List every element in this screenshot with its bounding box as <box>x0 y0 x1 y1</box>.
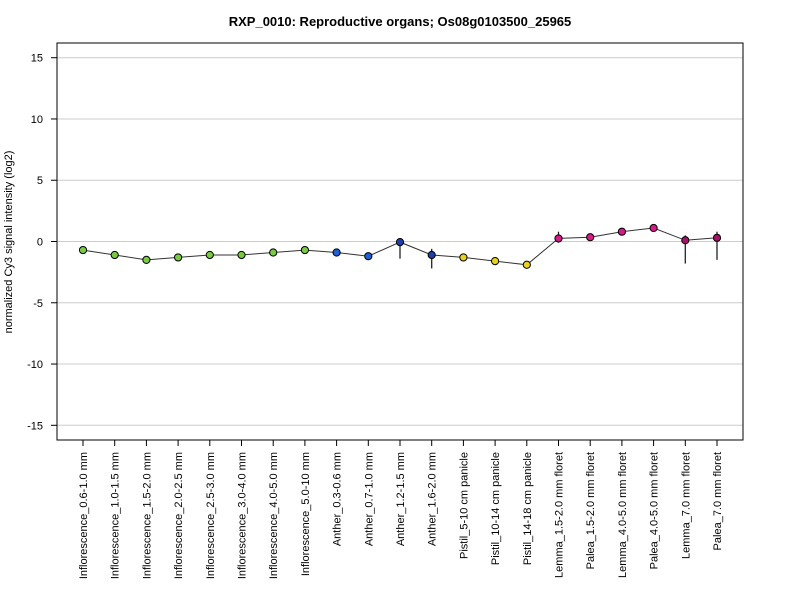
x-tick-label: Lemma_1.5-2.0 mm floret <box>554 452 566 578</box>
y-tick-label: 0 <box>37 237 43 249</box>
data-point <box>205 250 214 260</box>
y-tick-label: -5 <box>33 298 43 310</box>
x-tick-label: Inflorescence_3.0-4.0 mm <box>237 452 249 579</box>
x-tick-label: Inflorescence_5.0-10 mm <box>300 452 312 576</box>
y-tick-label: 10 <box>31 114 43 126</box>
data-point <box>332 248 341 257</box>
x-tick-label: Palea_7.0 mm floret <box>712 452 724 550</box>
data-point <box>554 234 563 243</box>
data-point <box>649 223 658 233</box>
x-tick-label: Palea_4.0-5.0 mm floret <box>649 452 661 569</box>
data-point <box>142 255 151 264</box>
x-tick-label: Anther_1.2-1.5 mm <box>395 452 407 546</box>
data-point <box>110 250 119 260</box>
x-tick-label: Pistil_14-18 cm panicle <box>522 452 534 565</box>
x-tick-label: Lemma_7.0 mm floret <box>680 452 692 559</box>
x-tick-label: Inflorescence_1.5-2.0 mm <box>141 452 153 579</box>
data-point <box>174 253 183 262</box>
y-tick-label: -10 <box>27 359 43 371</box>
x-tick-label: Inflorescence_2.0-2.5 mm <box>173 452 185 579</box>
x-tick-label: Palea_1.5-2.0 mm floret <box>585 452 597 569</box>
data-point <box>586 233 595 242</box>
data-point <box>395 238 405 247</box>
data-point <box>712 233 722 242</box>
x-axis: Inflorescence_0.6-1.0 mm Inflorescence_1.… <box>78 440 724 579</box>
y-tick-label: -15 <box>27 420 43 432</box>
x-tick-label: Inflorescence_1.0-1.5 mm <box>110 452 122 579</box>
data-point <box>459 253 468 262</box>
data-point <box>78 245 88 255</box>
x-tick-label: Anther_0.7-1.0 mm <box>363 452 375 546</box>
data-point <box>427 250 436 260</box>
x-tick-label: Anther_1.6-2.0 mm <box>427 452 439 546</box>
x-tick-label: Lemma_4.0-5.0 mm floret <box>617 452 629 578</box>
data-point <box>237 250 246 260</box>
data-point <box>269 248 278 257</box>
x-tick-label: Inflorescence_2.5-3.0 mm <box>205 452 217 579</box>
y-axis: -15 -10 -5 0 5 10 15 <box>27 53 57 432</box>
y-tick-label: 15 <box>31 53 43 65</box>
data-point <box>617 227 627 236</box>
x-tick-label: Anther_0.3-0.6 mm <box>332 452 344 546</box>
data-point <box>681 236 690 245</box>
data-point <box>300 245 309 255</box>
chart-title: RXP_0010: Reproductive organs; Os08g0103… <box>229 14 572 29</box>
x-tick-label: Inflorescence_0.6-1.0 mm <box>78 452 90 579</box>
x-tick-label: Inflorescence_4.0-5.0 mm <box>268 452 280 579</box>
data-point <box>522 260 531 269</box>
x-tick-label: Pistil_10-14 cm panicle <box>490 452 502 565</box>
data-point <box>364 252 373 261</box>
y-axis-label: normalized Cy3 signal intensity (log2) <box>3 151 15 334</box>
x-tick-label: Pistil_5-10 cm panicle <box>458 452 470 559</box>
gridlines <box>57 57 743 426</box>
series-expression <box>78 223 722 269</box>
y-tick-label: 5 <box>37 175 43 187</box>
data-point <box>491 257 500 266</box>
